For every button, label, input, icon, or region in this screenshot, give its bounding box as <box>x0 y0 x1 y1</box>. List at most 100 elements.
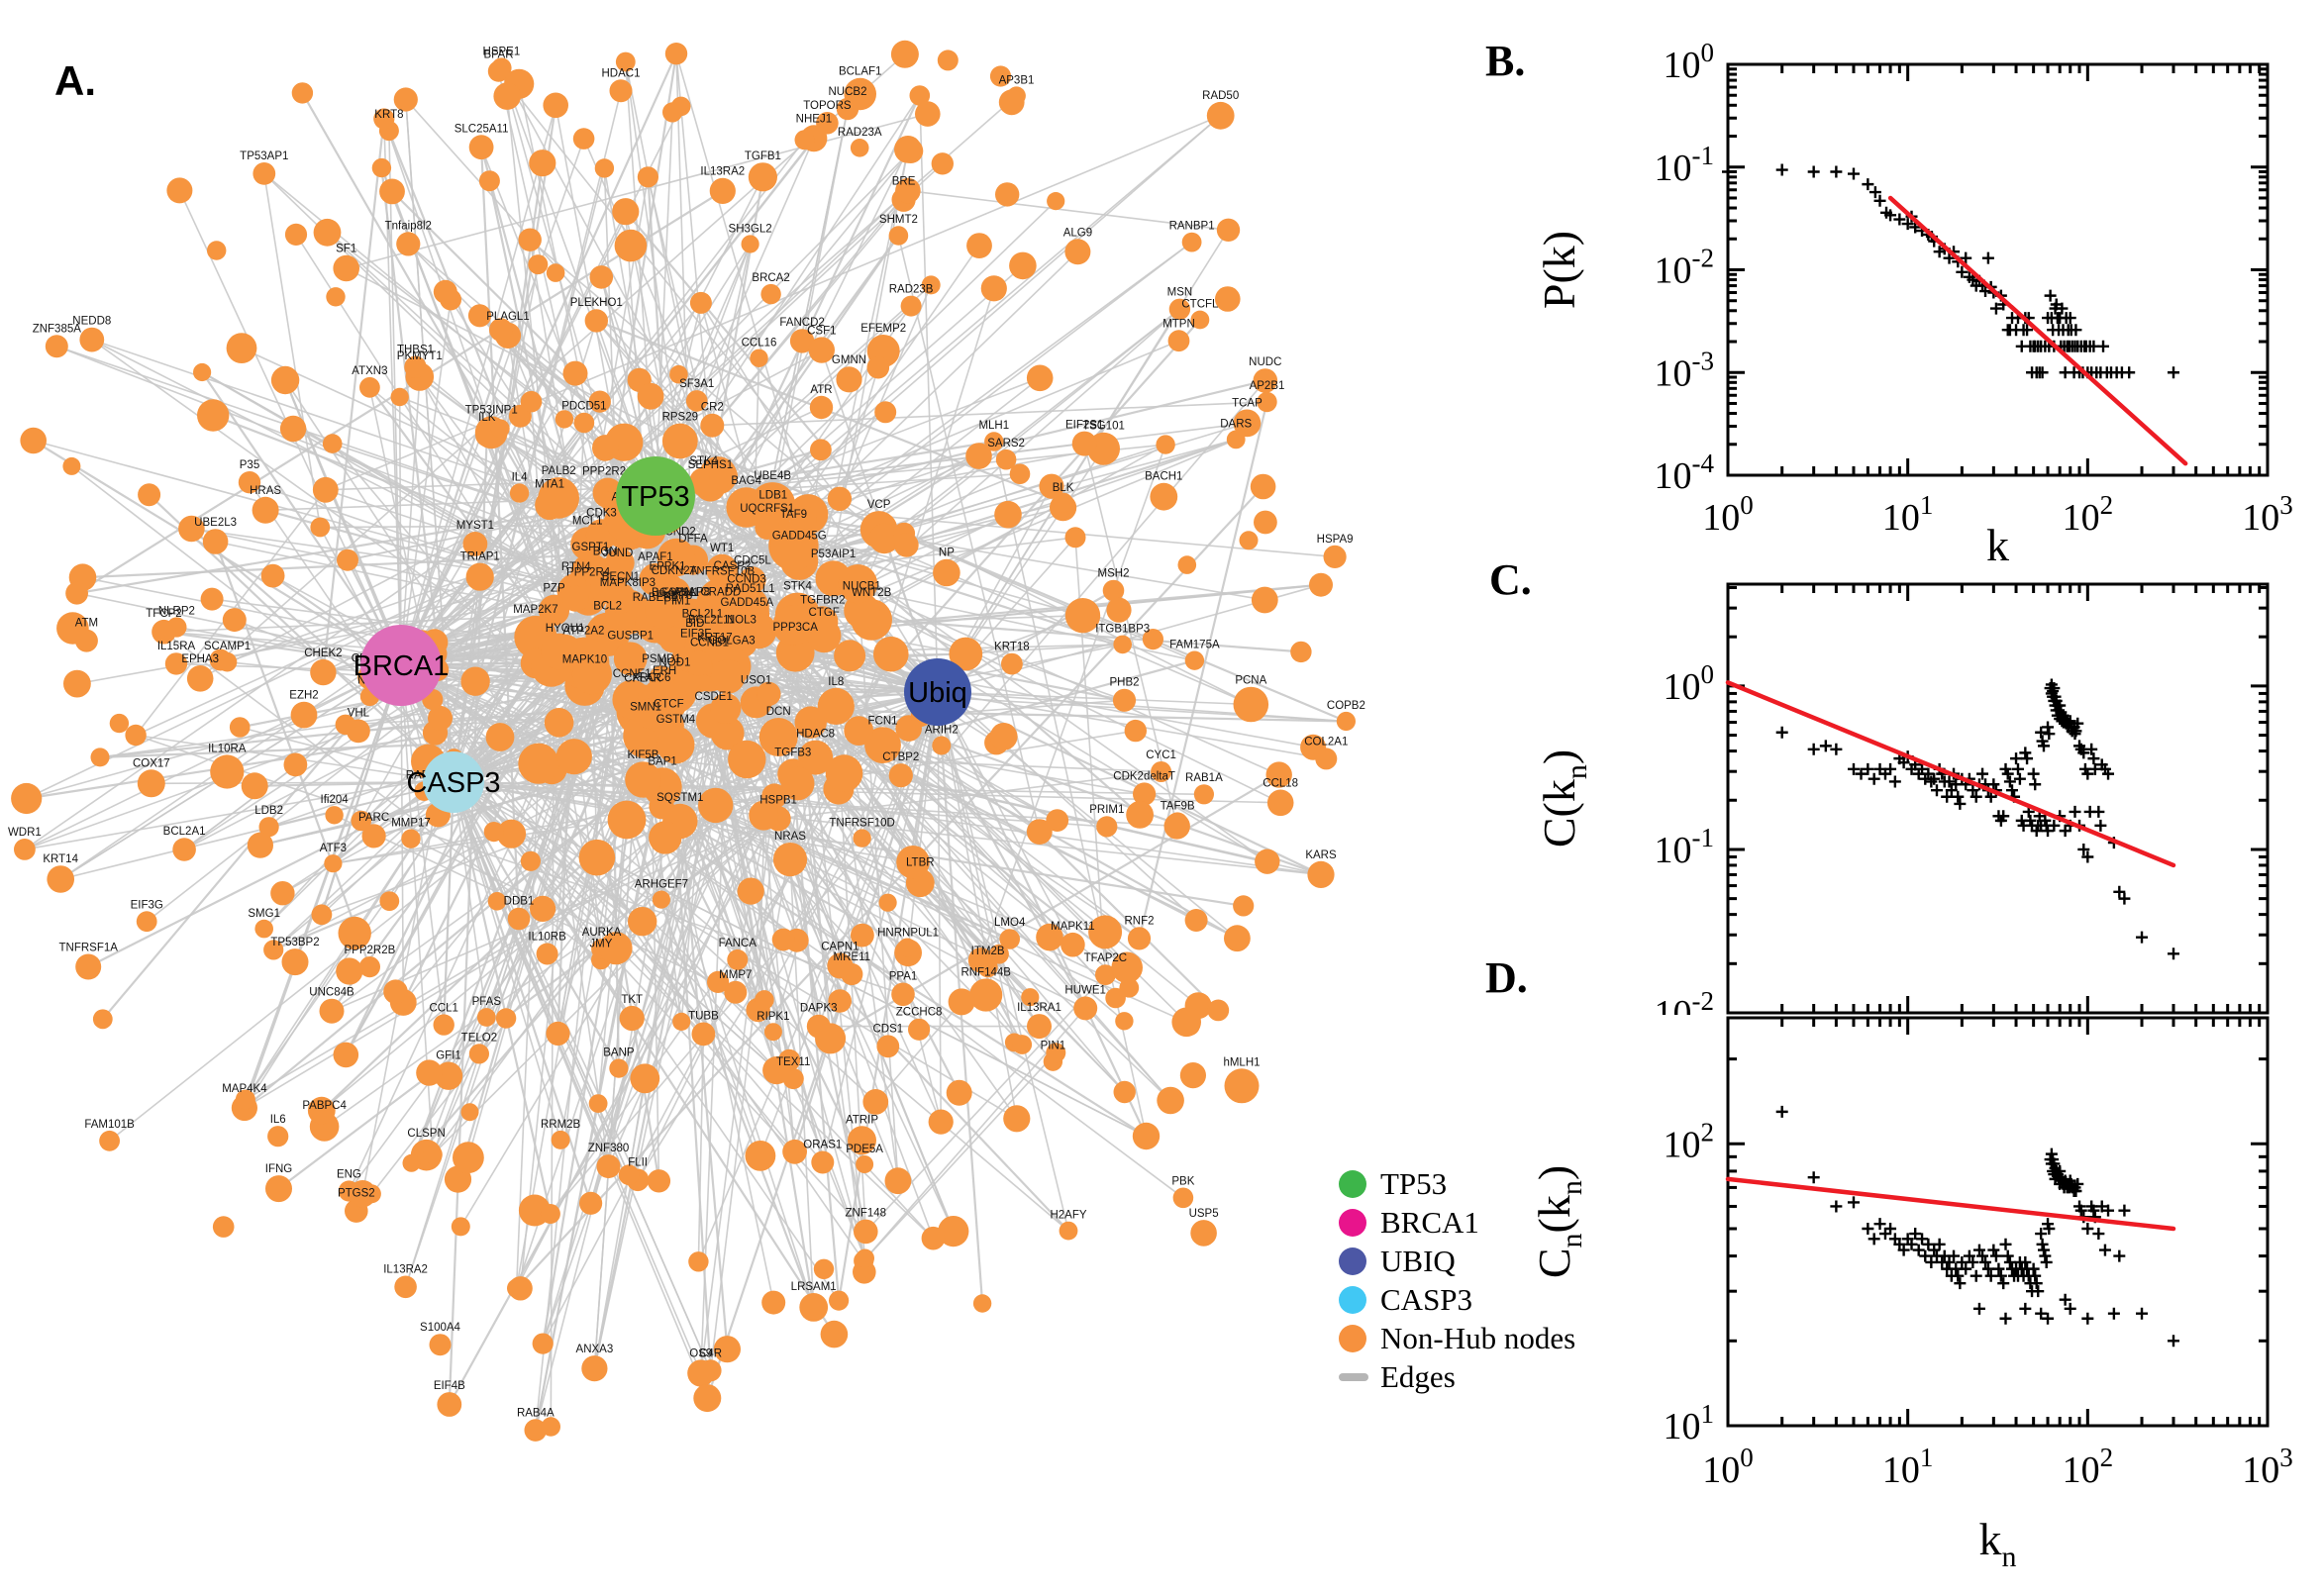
data-point <box>2043 1223 2056 1236</box>
non-hub-node <box>209 648 232 671</box>
node-label: PIN1 <box>1041 1041 1066 1052</box>
non-hub-node <box>1257 391 1277 413</box>
data-point <box>1830 1200 1843 1213</box>
node-label: CR2 <box>701 402 724 414</box>
node-label: CCNB1 <box>690 637 729 648</box>
non-hub-node <box>555 410 574 429</box>
scatter-points <box>1722 163 2180 379</box>
panel-d-label: D. <box>1485 953 1528 1002</box>
non-hub-node <box>656 538 696 577</box>
edge <box>708 669 1197 922</box>
non-hub-node <box>710 693 742 724</box>
non-hub-node <box>794 130 815 150</box>
node-label: ATP2A2 <box>562 626 604 638</box>
non-hub-node <box>884 1167 912 1195</box>
data-point <box>1972 1302 1985 1315</box>
node-label: HSPA9 <box>1317 534 1354 546</box>
non-hub-node <box>689 291 712 314</box>
data-point <box>1976 1249 1989 1262</box>
node-label: USO1 <box>741 674 771 686</box>
data-point <box>2070 324 2082 337</box>
node-label: CCND3 <box>727 573 766 585</box>
non-hub-node <box>1009 251 1037 280</box>
data-point <box>1830 743 1843 755</box>
node-label: SARS2 <box>987 438 1025 449</box>
node-label: BGN <box>593 547 618 558</box>
fit-line <box>1725 680 2176 868</box>
node-label: CDC5L <box>734 554 771 566</box>
edge <box>839 284 932 500</box>
data-point <box>1819 740 1832 752</box>
non-hub-node <box>761 783 787 809</box>
data-point <box>1916 1233 1929 1246</box>
edge <box>331 818 779 1012</box>
non-hub-node <box>932 736 952 755</box>
data-point <box>2035 819 2048 832</box>
data-point <box>2036 366 2049 379</box>
edge <box>655 112 673 497</box>
non-hub-node <box>937 50 959 71</box>
edge <box>762 814 1130 989</box>
node-label: ARHGEF7 <box>635 879 688 891</box>
panel-a-label: A. <box>54 57 96 104</box>
legend-dot-icon <box>1339 1169 1366 1198</box>
node-label: TGFB1 <box>745 150 781 162</box>
non-hub-node <box>856 1155 874 1173</box>
node-label: BANP <box>603 1047 635 1059</box>
non-hub-node <box>267 1126 289 1147</box>
tick-label: 10-1 <box>1655 823 1715 871</box>
edge <box>937 691 1148 1137</box>
node-label: SLC25A11 <box>454 123 509 135</box>
non-hub-node <box>854 1219 878 1245</box>
node-label: TKT <box>621 994 643 1006</box>
non-hub-node <box>1003 1105 1031 1133</box>
node-label: LRSAM1 <box>791 1281 837 1293</box>
non-hub-node <box>65 581 88 605</box>
node-label: MLH1 <box>978 420 1009 432</box>
data-point <box>2088 762 2101 775</box>
non-hub-node <box>1226 430 1246 449</box>
node-label: ENG <box>337 1168 361 1180</box>
non-hub-node <box>969 978 1003 1012</box>
non-hub-node <box>700 413 725 438</box>
node-label: GOLGA3 <box>708 636 755 648</box>
non-hub-node <box>589 265 614 289</box>
data-point <box>2092 805 2105 818</box>
data-point <box>1979 1255 1992 1268</box>
non-hub-node <box>989 944 1009 964</box>
data-point <box>2113 885 2126 898</box>
node-label: HRAS <box>250 485 281 497</box>
data-point <box>1956 265 1969 278</box>
non-hub-node <box>1239 531 1259 550</box>
non-hub-node <box>284 223 308 246</box>
network-nodes <box>11 40 1356 1442</box>
non-hub-node <box>1265 761 1292 788</box>
node-label: NEDD8 <box>72 316 111 328</box>
non-hub-node <box>138 483 161 507</box>
data-point <box>1970 1269 1982 1282</box>
non-hub-node <box>741 613 777 649</box>
non-hub-node <box>713 1336 742 1363</box>
non-hub-node <box>1157 1086 1184 1115</box>
node-label: PPP3CA <box>773 622 819 634</box>
node-label: S100A4 <box>420 1322 461 1334</box>
non-hub-node <box>909 85 931 106</box>
panel-b-label: B. <box>1485 37 1526 85</box>
non-hub-node <box>578 839 616 876</box>
data-point <box>2035 726 2048 739</box>
node-label: IL4 <box>512 471 529 483</box>
non-hub-node <box>807 618 842 653</box>
non-hub-node <box>562 360 588 386</box>
node-label: CCL18 <box>1262 778 1298 790</box>
node-label: RAD23A <box>838 127 882 139</box>
non-hub-node <box>965 443 992 469</box>
non-hub-node <box>238 471 261 494</box>
node-label: IL13RA2 <box>700 166 745 178</box>
non-hub-node <box>848 1126 876 1155</box>
edge <box>295 234 586 687</box>
non-hub-node <box>361 824 386 848</box>
non-hub-node <box>1177 555 1197 574</box>
data-point <box>2102 1204 2115 1217</box>
node-label: WT1 <box>710 543 734 554</box>
non-hub-node <box>62 456 81 475</box>
